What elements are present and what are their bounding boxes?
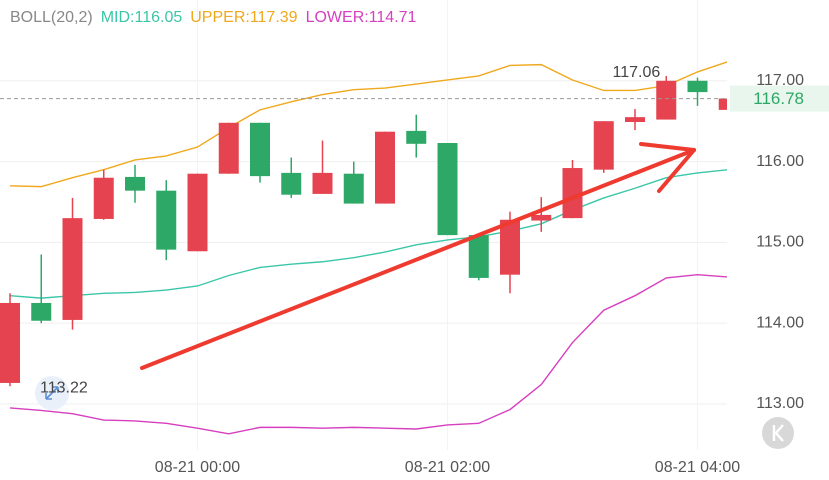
candle-body xyxy=(406,130,427,144)
indicator-line xyxy=(9,61,727,188)
candle-body xyxy=(218,122,239,174)
candle-body xyxy=(250,122,270,177)
y-tick-label: 117.00 xyxy=(756,72,804,89)
candle-body xyxy=(468,235,489,278)
indicator-label: LOWER:114.71 xyxy=(306,9,417,26)
trend-arrow xyxy=(140,142,696,370)
candle-body xyxy=(125,176,145,191)
collapse-button[interactable] xyxy=(762,417,794,449)
x-tick-label: 08-21 02:00 xyxy=(405,459,491,476)
indicator-line xyxy=(9,273,727,435)
candle-body xyxy=(593,121,614,170)
indicator-label: UPPER:117.39 xyxy=(190,9,297,26)
candle-body xyxy=(500,219,520,275)
x-tick-label: 08-21 00:00 xyxy=(155,459,241,476)
axis: 113.00 114.00 115.00 116.00 117.00 08-21 00:0… xyxy=(155,72,829,476)
y-tick-label: 116.00 xyxy=(756,153,804,170)
candle-body xyxy=(656,80,677,120)
candle-body xyxy=(156,190,177,250)
candle-body xyxy=(625,117,645,122)
x-tick-label: 08-21 04:00 xyxy=(655,459,741,476)
max-label: 117.06 xyxy=(613,64,661,81)
plot-area xyxy=(0,61,727,435)
indicator-label: BOLL(20,2) xyxy=(10,9,93,26)
candle-body xyxy=(718,98,727,110)
candle-body xyxy=(281,172,302,195)
y-tick-label: 114.00 xyxy=(756,314,804,331)
min-label: 113.22 xyxy=(40,379,88,396)
y-tick-label: 113.00 xyxy=(756,395,804,412)
candle-body xyxy=(437,142,458,236)
indicator-header: BOLL(20,2) MID:116.05 UPPER:117.39 LOWER:11… xyxy=(10,9,417,26)
candle-body xyxy=(687,80,708,93)
candle-body xyxy=(312,172,333,194)
candle-body xyxy=(531,214,552,221)
candle-body xyxy=(31,302,52,321)
candle-body xyxy=(62,218,83,320)
indicator-line xyxy=(9,169,727,299)
candle-body xyxy=(375,131,395,204)
candle-body xyxy=(0,302,20,383)
zoom-icon[interactable] xyxy=(35,376,69,410)
last-price-label: 116.78 xyxy=(753,89,804,108)
y-tick-label: 115.00 xyxy=(756,234,804,251)
candle-body xyxy=(187,173,208,252)
last-price-box xyxy=(730,85,829,112)
candle-body xyxy=(343,173,364,204)
candle-body xyxy=(562,168,583,219)
indicator-label: MID:116.05 xyxy=(101,9,183,26)
candle-body xyxy=(93,177,114,219)
